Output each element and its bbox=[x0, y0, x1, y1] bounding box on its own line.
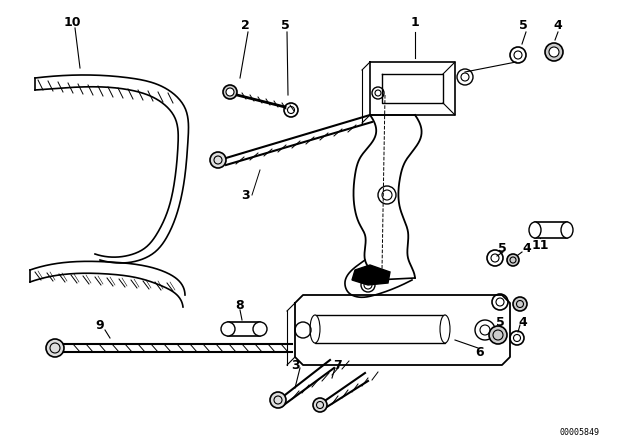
Circle shape bbox=[489, 326, 507, 344]
Text: 5: 5 bbox=[495, 315, 504, 328]
Text: 4: 4 bbox=[554, 18, 563, 31]
Text: 10: 10 bbox=[63, 16, 81, 29]
Ellipse shape bbox=[561, 222, 573, 238]
Circle shape bbox=[223, 85, 237, 99]
Text: 3: 3 bbox=[241, 189, 250, 202]
Text: 3: 3 bbox=[291, 358, 300, 371]
Bar bbox=[228, 322, 260, 336]
Text: 1: 1 bbox=[411, 16, 419, 29]
Bar bbox=[315, 315, 445, 343]
Text: 2: 2 bbox=[241, 18, 250, 31]
Text: 00005849: 00005849 bbox=[560, 427, 600, 436]
Text: 7: 7 bbox=[333, 358, 342, 371]
Ellipse shape bbox=[310, 315, 320, 343]
Text: 5: 5 bbox=[280, 18, 289, 31]
Ellipse shape bbox=[221, 322, 235, 336]
Circle shape bbox=[226, 88, 234, 96]
Circle shape bbox=[545, 43, 563, 61]
Ellipse shape bbox=[440, 315, 450, 343]
Circle shape bbox=[513, 297, 527, 311]
Circle shape bbox=[507, 254, 519, 266]
Text: 9: 9 bbox=[96, 319, 104, 332]
Ellipse shape bbox=[529, 222, 541, 238]
Circle shape bbox=[46, 339, 64, 357]
Circle shape bbox=[270, 392, 286, 408]
Text: 4: 4 bbox=[523, 241, 531, 254]
Text: 8: 8 bbox=[236, 298, 244, 311]
Text: 6: 6 bbox=[476, 345, 484, 358]
Bar bbox=[535, 222, 567, 238]
Ellipse shape bbox=[253, 322, 267, 336]
Text: 11: 11 bbox=[531, 238, 548, 251]
Text: 5: 5 bbox=[498, 241, 506, 254]
Circle shape bbox=[210, 152, 226, 168]
Polygon shape bbox=[352, 265, 390, 285]
Text: 5: 5 bbox=[518, 18, 527, 31]
Circle shape bbox=[549, 47, 559, 57]
Circle shape bbox=[313, 398, 327, 412]
Text: 4: 4 bbox=[518, 315, 527, 328]
